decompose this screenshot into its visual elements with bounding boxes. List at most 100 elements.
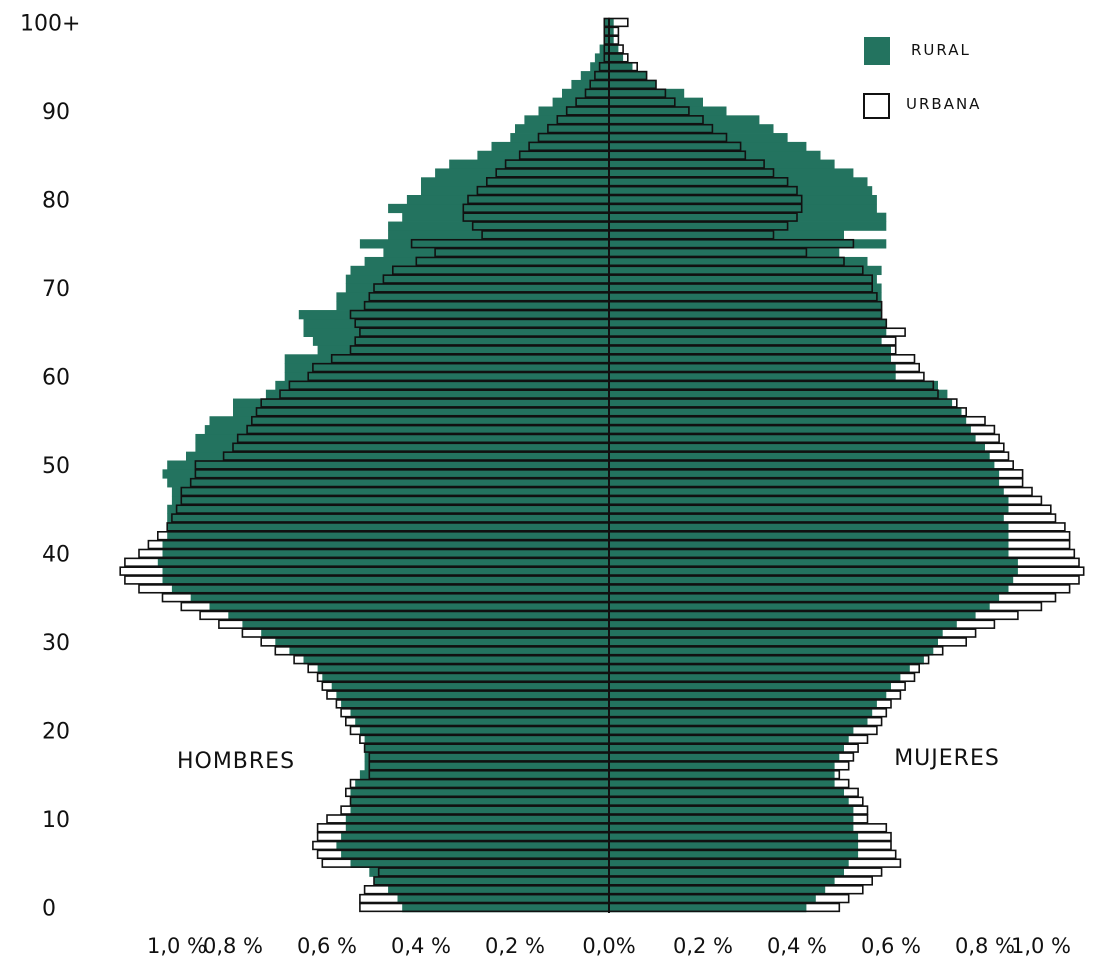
bar-rural-male-26 — [322, 672, 609, 683]
bar-rural-male-44 — [167, 513, 609, 523]
bar-rural-female-99 — [609, 26, 614, 37]
bar-rural-male-49 — [162, 469, 609, 479]
bar-rural-male-30 — [275, 637, 609, 647]
bar-rural-female-32 — [609, 619, 957, 630]
bar-rural-male-85 — [477, 150, 609, 160]
x-tick-label-0: 1,0 % — [147, 934, 207, 958]
x-tick-label-9: 0,8 % — [955, 934, 1015, 958]
bar-rural-male-75 — [359, 239, 609, 249]
bar-rural-male-25 — [331, 681, 609, 691]
bar-rural-male-22 — [350, 708, 609, 718]
bar-rural-female-91 — [609, 97, 703, 107]
bar-rural-male-9 — [345, 823, 609, 833]
bar-rural-male-82 — [421, 177, 609, 187]
bar-rural-male-64 — [312, 336, 609, 346]
bar-rural-male-66 — [303, 318, 609, 329]
bar-rural-female-81 — [609, 186, 873, 196]
bar-rural-female-9 — [609, 823, 854, 833]
bar-rural-male-46 — [171, 495, 609, 506]
bar-rural-female-77 — [609, 221, 887, 231]
bar-rural-female-92 — [609, 88, 685, 99]
urban-bars — [119, 17, 1085, 913]
bar-rural-male-38 — [162, 566, 609, 576]
bar-rural-female-67 — [609, 310, 882, 320]
x-tick-label-5: 0,0% — [582, 934, 635, 958]
bar-rural-male-34 — [209, 602, 609, 612]
x-tick-label-7: 0,4 % — [767, 934, 827, 958]
bar-rural-male-60 — [284, 372, 609, 382]
legend-urbana-swatch — [863, 93, 890, 119]
bar-rural-female-58 — [609, 389, 948, 399]
x-tick-label-2: 0,6 % — [297, 934, 357, 958]
bar-rural-female-5 — [609, 858, 849, 868]
x-tick-label-8: 0,6 % — [861, 934, 921, 958]
x-axis-ticks: 1,0 %0,8 % 0,6 % 0,4 % 0,2 % 0,0% 0,2 % 0,4 % 0… — [147, 934, 1071, 958]
bar-rural-male-13 — [350, 787, 609, 798]
bar-rural-female-80 — [609, 195, 877, 205]
bar-rural-male-39 — [157, 557, 610, 568]
y-tick-label-90: 90 — [42, 100, 70, 125]
bar-rural-female-76 — [609, 230, 844, 240]
bar-rural-female-16 — [609, 761, 835, 771]
bar-rural-male-31 — [261, 628, 609, 638]
bar-rural-female-48 — [609, 478, 1000, 488]
bar-rural-female-11 — [609, 805, 854, 815]
bar-rural-female-40 — [609, 549, 1009, 559]
y-tick-label-80: 80 — [42, 188, 70, 213]
bar-rural-female-61 — [609, 363, 896, 373]
y-tick-label-0: 0 — [42, 896, 56, 921]
bar-rural-female-8 — [609, 832, 859, 842]
bar-rural-male-81 — [421, 186, 609, 196]
bar-rural-male-79 — [388, 203, 609, 214]
bar-rural-male-11 — [350, 805, 609, 815]
bar-rural-male-5 — [350, 858, 609, 868]
bar-rural-female-25 — [609, 681, 891, 691]
y-tick-label-40: 40 — [42, 542, 70, 567]
bar-rural-male-78 — [402, 212, 609, 222]
legend-rural-swatch — [864, 37, 890, 65]
bar-rural-female-34 — [609, 602, 990, 612]
bar-rural-female-97 — [609, 44, 619, 54]
bar-rural-female-24 — [609, 690, 887, 700]
bar-rural-female-73 — [609, 256, 868, 267]
bar-rural-male-91 — [552, 97, 609, 107]
bar-rural-male-57 — [233, 398, 609, 408]
bar-rural-female-42 — [609, 531, 1009, 541]
bar-rural-male-24 — [336, 690, 609, 700]
bar-rural-female-19 — [609, 734, 849, 745]
bar-rural-male-65 — [303, 327, 609, 337]
bar-rural-male-42 — [167, 531, 609, 541]
y-axis-ticks: 0 10 20 30 40 50 60 70 80 90 100+ — [20, 11, 80, 921]
bar-rural-male-7 — [336, 841, 609, 851]
y-tick-label-50: 50 — [42, 454, 70, 479]
bar-rural-female-64 — [609, 336, 882, 346]
bar-rural-female-22 — [609, 708, 873, 718]
bar-rural-male-98 — [604, 35, 609, 45]
bar-rural-female-69 — [609, 292, 882, 302]
bar-rural-male-1 — [397, 894, 609, 904]
bar-rural-female-28 — [609, 655, 924, 665]
bar-rural-male-52 — [195, 442, 609, 453]
bar-rural-male-73 — [364, 256, 609, 267]
bar-rural-male-47 — [171, 487, 609, 497]
x-tick-label-10: 1,0 % — [1011, 934, 1071, 958]
bar-rural-female-35 — [609, 593, 1000, 603]
bar-rural-male-54 — [204, 425, 610, 435]
bar-rural-female-2 — [609, 885, 826, 895]
bar-rural-male-61 — [284, 363, 609, 373]
y-tick-label-10: 10 — [42, 808, 70, 833]
bar-rural-male-15 — [359, 770, 609, 780]
bar-rural-male-62 — [284, 354, 609, 364]
x-tick-label-1: 0,8 % — [203, 934, 263, 958]
bar-rural-male-45 — [167, 504, 609, 514]
bar-rural-female-56 — [609, 407, 962, 417]
bar-rural-female-45 — [609, 504, 1009, 514]
bar-rural-female-3 — [609, 876, 835, 886]
bar-rural-female-71 — [609, 274, 877, 284]
bar-rural-female-59 — [609, 380, 938, 391]
bar-rural-female-10 — [609, 814, 854, 824]
bar-rural-male-59 — [275, 380, 609, 391]
bar-rural-male-74 — [383, 248, 609, 258]
bar-rural-male-50 — [167, 460, 609, 470]
bar-rural-female-27 — [609, 664, 910, 674]
